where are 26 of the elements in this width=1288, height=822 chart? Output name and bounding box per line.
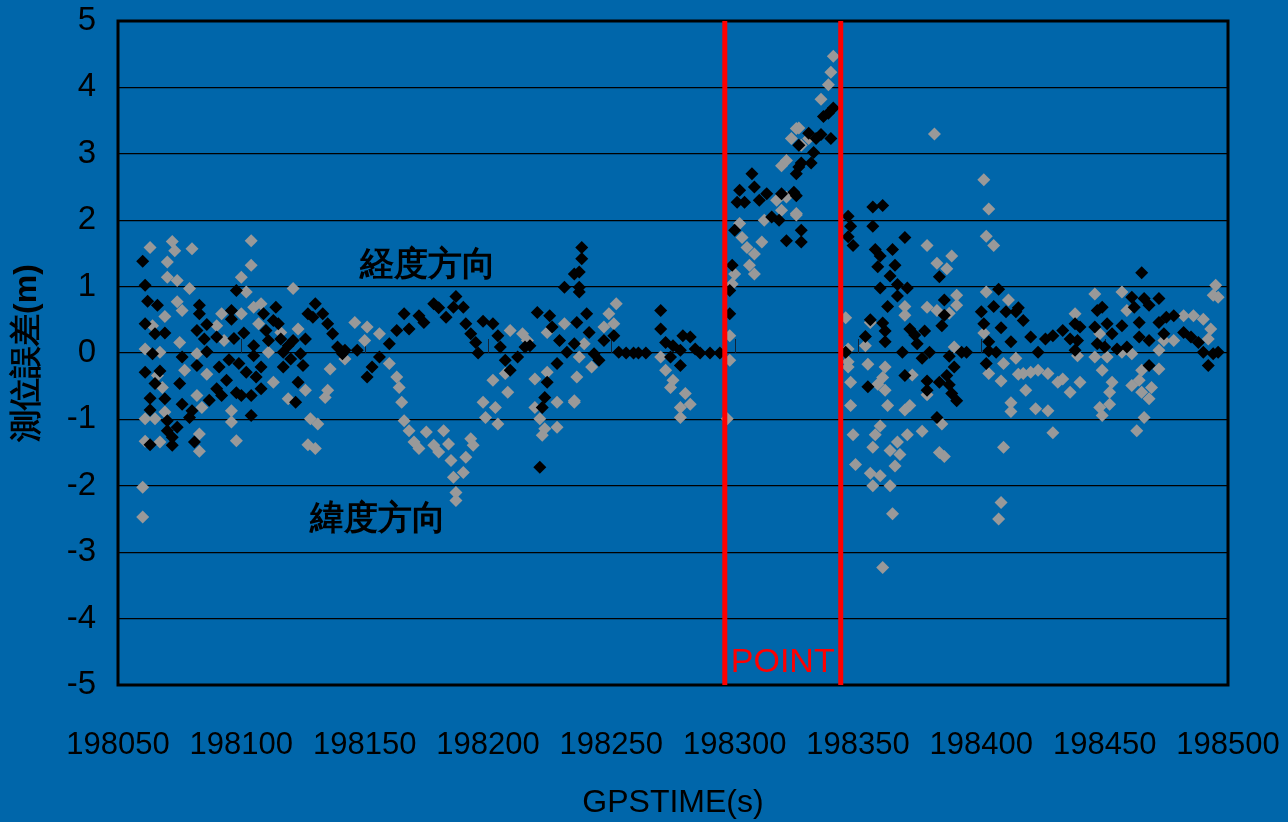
- y-tick-label: 3: [77, 132, 96, 170]
- x-tick-label: 198150: [312, 726, 417, 762]
- y-tick-label: 5: [77, 0, 96, 38]
- x-tick-label: 198250: [559, 726, 664, 762]
- y-tick-label: -3: [66, 531, 96, 569]
- x-axis-title: GPSTIME(s): [582, 782, 764, 819]
- y-tick-label: -2: [66, 464, 96, 502]
- x-tick-label: 198350: [806, 726, 910, 762]
- x-tick-label: 198500: [1176, 726, 1280, 762]
- series-label: 経度方向: [358, 243, 496, 282]
- y-tick-label: -5: [66, 664, 96, 702]
- y-axis-title: 測位誤差(m): [7, 264, 44, 443]
- series-label: 緯度方向: [308, 498, 446, 537]
- y-tick-label: 1: [77, 265, 96, 303]
- x-tick-label: 198450: [1052, 726, 1157, 762]
- y-tick-label: 4: [77, 66, 96, 104]
- x-tick-label: 198200: [436, 726, 540, 762]
- x-tick-label: 198400: [929, 726, 1034, 762]
- x-tick-label: 198050: [66, 726, 170, 762]
- x-tick-label: 198100: [189, 726, 294, 762]
- y-tick-label: -1: [66, 398, 96, 436]
- y-tick-label: 0: [77, 332, 96, 370]
- y-tick-label: -4: [66, 597, 96, 635]
- ref-line-label: POINT: [730, 641, 835, 679]
- y-tick-label: 2: [77, 199, 96, 237]
- x-tick-label: 198300: [682, 726, 787, 762]
